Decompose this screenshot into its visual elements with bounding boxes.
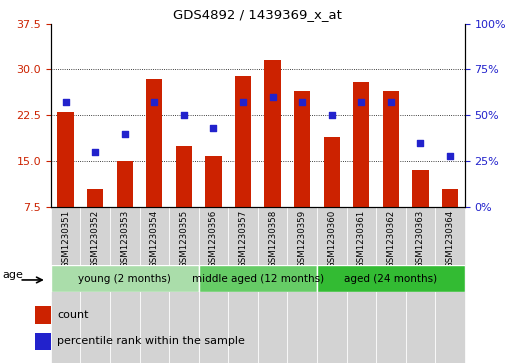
Point — [387, 99, 395, 105]
Point — [91, 149, 99, 155]
Text: middle aged (12 months): middle aged (12 months) — [192, 274, 324, 284]
Bar — [199, 265, 317, 292]
Text: percentile rank within the sample: percentile rank within the sample — [57, 337, 245, 346]
Bar — [317, 207, 346, 363]
Point — [150, 99, 158, 105]
Bar — [265, 60, 281, 207]
Bar — [435, 207, 465, 363]
Title: GDS4892 / 1439369_x_at: GDS4892 / 1439369_x_at — [173, 8, 342, 21]
Point — [417, 140, 425, 146]
Bar — [228, 207, 258, 363]
Bar — [383, 91, 399, 207]
Bar — [140, 207, 169, 363]
Point — [446, 153, 454, 159]
Bar — [146, 78, 163, 207]
Bar — [442, 188, 458, 207]
Point — [121, 131, 129, 136]
Text: count: count — [57, 310, 89, 320]
Point — [61, 99, 70, 105]
Bar — [235, 76, 251, 207]
Text: aged (24 months): aged (24 months) — [344, 274, 437, 284]
Bar — [346, 207, 376, 363]
Bar — [412, 170, 429, 207]
Bar — [169, 207, 199, 363]
Bar — [258, 207, 288, 363]
Point — [239, 99, 247, 105]
Bar — [87, 188, 103, 207]
Bar — [80, 207, 110, 363]
Bar — [406, 207, 435, 363]
Bar — [294, 91, 310, 207]
Bar — [376, 207, 406, 363]
Bar — [353, 82, 369, 207]
Point — [328, 112, 336, 118]
Bar — [199, 207, 228, 363]
Point — [180, 112, 188, 118]
Bar — [176, 146, 192, 207]
Text: young (2 months): young (2 months) — [78, 274, 171, 284]
Bar — [35, 333, 51, 350]
Text: age: age — [3, 269, 23, 280]
Bar — [317, 265, 465, 292]
Bar — [117, 161, 133, 207]
Bar — [205, 156, 221, 207]
Point — [269, 94, 277, 100]
Bar — [324, 136, 340, 207]
Bar — [35, 306, 51, 323]
Bar — [51, 265, 199, 292]
Bar — [288, 207, 317, 363]
Point — [298, 99, 306, 105]
Point — [209, 125, 217, 131]
Bar — [110, 207, 140, 363]
Bar — [57, 112, 74, 207]
Bar — [51, 207, 80, 363]
Point — [357, 99, 365, 105]
